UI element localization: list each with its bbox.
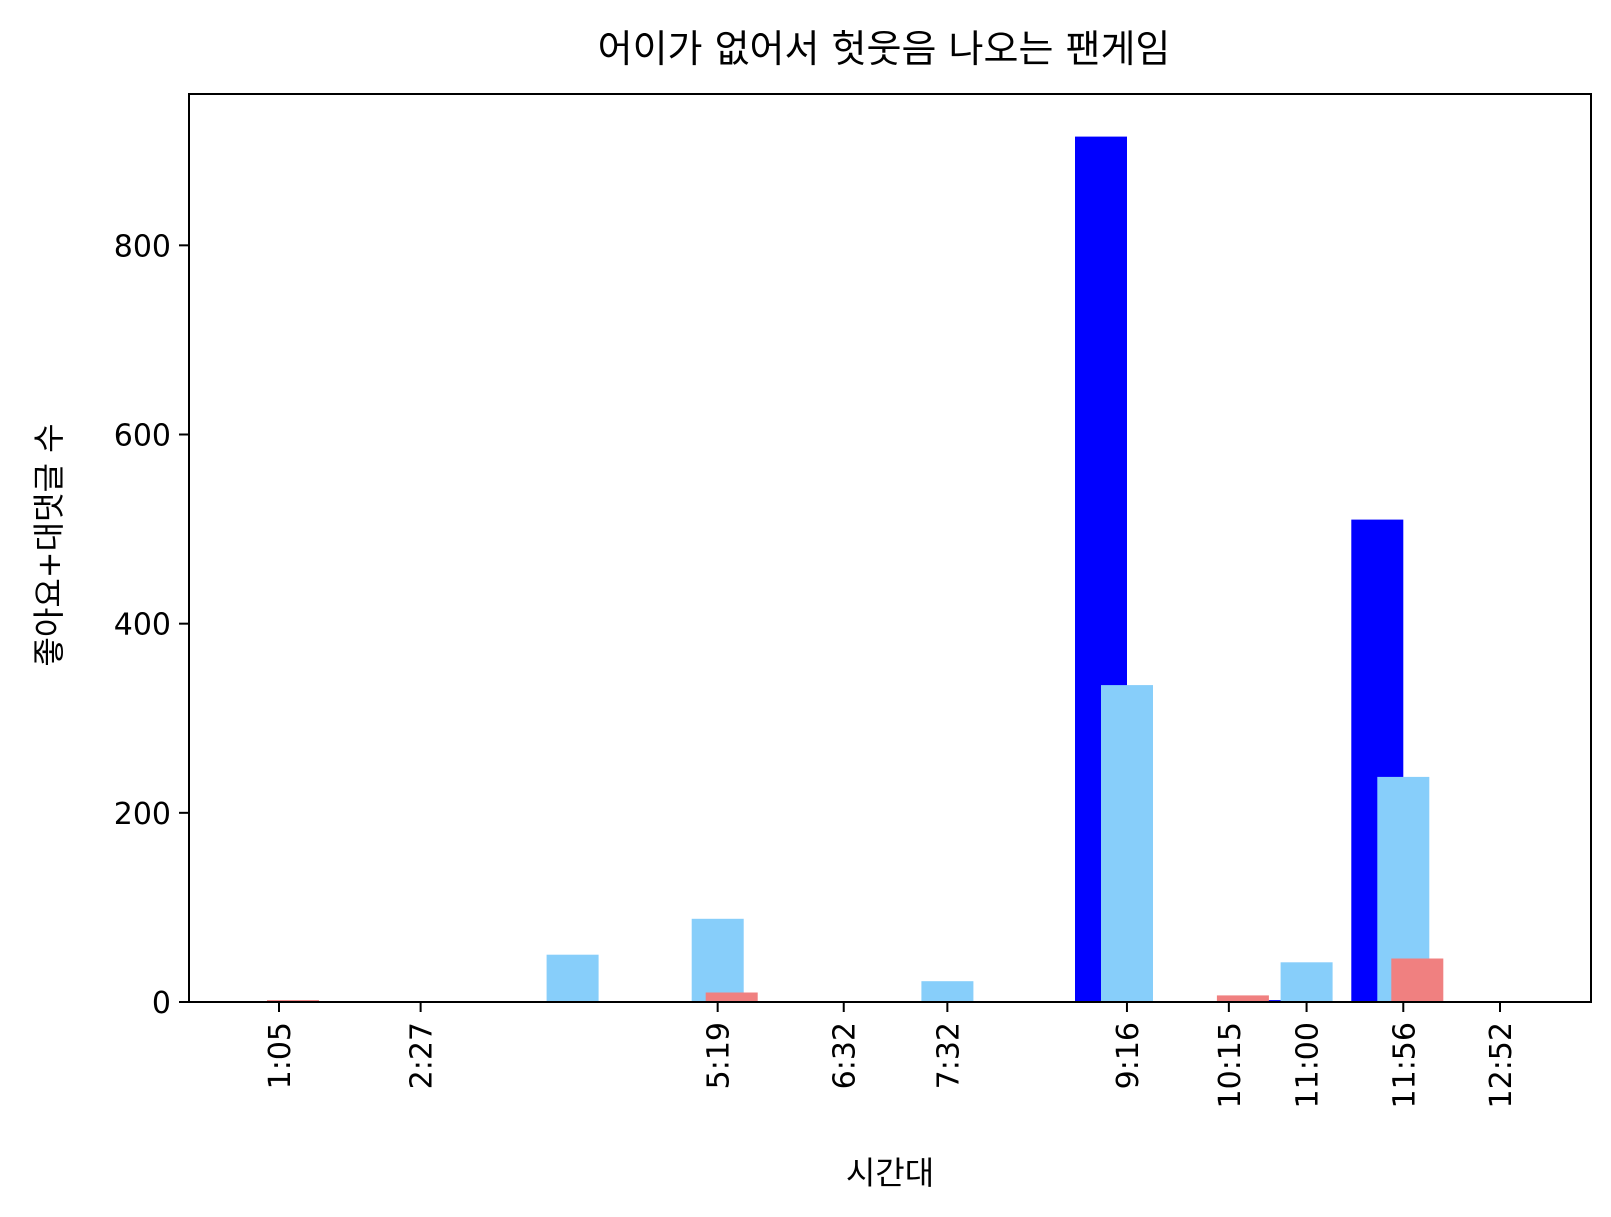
x-tick-label-6-32: 6:32: [828, 1022, 863, 1089]
bar-series1-5-19: [691, 918, 744, 1002]
chart-title: 어이가 없어서 헛웃음 나오는 팬게임: [598, 27, 1171, 71]
y-tick-label-800: 800: [114, 229, 171, 264]
x-tick-label-10-15: 10:15: [1213, 1022, 1248, 1108]
plot-frame: [188, 93, 1592, 1003]
x-axis: 1:05 2:27 5:19 6:32 7:32 9:16 10:15 11:00 11:56 1…: [263, 1002, 1519, 1108]
y-tick-label-600: 600: [114, 419, 171, 454]
x-tick-label-5-19: 5:19: [702, 1022, 737, 1089]
y-axis-label: 좋아요+대댓글 수: [30, 423, 68, 666]
bar-series1-11-00: [1280, 962, 1333, 1002]
x-tick-label-12-52: 12:52: [1484, 1022, 1519, 1108]
bar-series2-5-19: [705, 992, 758, 1002]
y-tick-label-0: 0: [152, 986, 171, 1021]
bars-group: [267, 136, 1540, 1003]
y-tick-label-200: 200: [114, 797, 171, 832]
bar-series2-10-15: [1216, 995, 1269, 1002]
bar-series1-9-16: [1101, 685, 1153, 1002]
bar-series1-3-55: [546, 954, 599, 1002]
x-tick-label-9-16: 9:16: [1111, 1022, 1146, 1089]
x-tick-label-11-56: 11:56: [1387, 1022, 1422, 1108]
x-axis-label: 시간대: [846, 1154, 934, 1192]
x-tick-label-7-32: 7:32: [931, 1022, 966, 1089]
y-tick-label-400: 400: [114, 608, 171, 643]
y-axis: 0 200 400 600 800: [114, 229, 189, 1021]
bar-series2-11-56: [1391, 958, 1444, 1002]
x-tick-label-2-27: 2:27: [405, 1022, 440, 1089]
bar-series1-7-32: [921, 981, 974, 1002]
x-tick-label-11-00: 11:00: [1291, 1022, 1326, 1108]
x-tick-label-1-05: 1:05: [263, 1022, 298, 1089]
